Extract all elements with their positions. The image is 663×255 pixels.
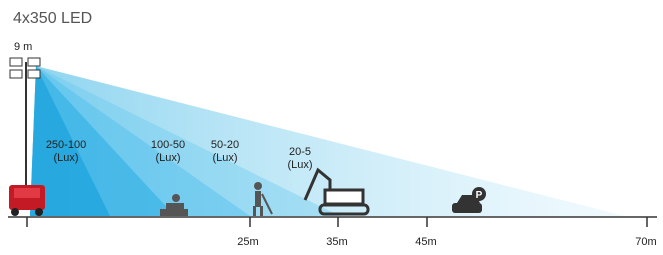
distance-label: 45m [415,236,436,248]
distance-label: 25m [237,236,258,248]
zone-unit: (Lux) [212,152,237,164]
zone-unit: (Lux) [155,152,180,164]
distance-label: 70m [635,236,656,248]
ground [8,217,657,227]
zone-unit: (Lux) [53,152,78,164]
height-label: 9 m [14,41,32,53]
distance-label: 35m [326,236,347,248]
zone-range: 100-50 [151,139,185,151]
zone-range: 50-20 [211,139,239,151]
parking-sign: P [476,190,483,201]
diagram: P 4x350 LED 9 m 250-100(Lux)100-50(Lux)5… [0,0,663,255]
zone-range: 20-5 [289,146,311,158]
zone-unit: (Lux) [287,159,312,171]
title: 4x350 LED [13,10,92,27]
zone-range: 250-100 [46,139,86,151]
